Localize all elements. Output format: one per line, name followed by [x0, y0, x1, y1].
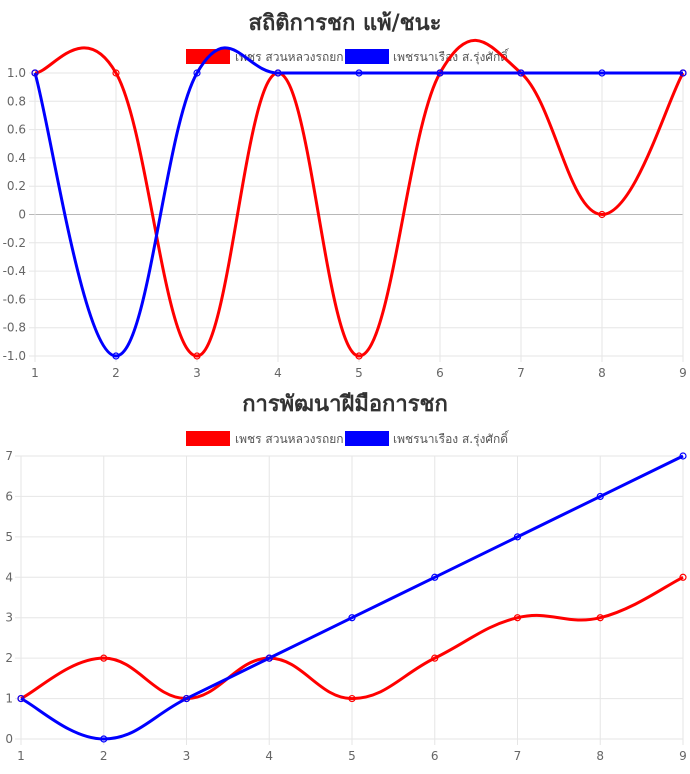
- series-lines: [20, 454, 684, 741]
- series-line: [20, 575, 684, 701]
- y-tick-label: 0.4: [7, 151, 26, 165]
- data-point: [596, 492, 604, 501]
- data-point: [182, 694, 191, 703]
- x-axis: 1 2 3 4 5 6 7 8 9: [31, 366, 687, 380]
- legend-label[interactable]: เพชร สวนหลวงรถยก: [235, 432, 344, 446]
- y-tick-label: 0: [5, 732, 13, 746]
- x-tick-label: 4: [274, 366, 282, 380]
- data-point: [679, 573, 687, 581]
- data-point: [431, 573, 439, 581]
- x-tick-label: 4: [265, 749, 273, 763]
- x-tick-label: 6: [431, 749, 439, 763]
- data-point: [348, 614, 356, 622]
- legend-swatch[interactable]: [186, 431, 230, 446]
- x-tick-label: 2: [112, 366, 120, 380]
- data-point: [355, 352, 363, 360]
- data-point: [348, 694, 356, 703]
- data-point: [274, 69, 282, 77]
- data-point: [679, 69, 687, 77]
- grid: [29, 72, 684, 362]
- y-tick-label: 6: [5, 489, 13, 503]
- y-tick-label: -0.4: [3, 264, 26, 278]
- data-point: [431, 654, 439, 662]
- data-point: [355, 69, 363, 77]
- y-tick-label: -0.6: [3, 292, 26, 306]
- data-point: [100, 654, 108, 662]
- grid: [15, 455, 684, 745]
- data-point: [112, 352, 120, 360]
- x-axis: 1 2 3 4 5 6 7 8 9: [17, 749, 687, 763]
- data-point: [513, 614, 522, 622]
- progress-chart: การพัฒนาฝีมือการชก เพชร สวนหลวงรถยก เพชร…: [5, 392, 687, 763]
- y-tick-label: 5: [5, 530, 13, 544]
- x-tick-label: 8: [598, 366, 606, 380]
- legend-swatch[interactable]: [345, 49, 389, 64]
- y-axis: 7 6 5 4 3 2 1 0: [5, 449, 13, 746]
- data-point: [31, 69, 39, 77]
- y-tick-label: 4: [5, 570, 13, 584]
- data-point: [100, 735, 108, 743]
- y-tick-label: 2: [5, 651, 13, 665]
- data-point: [596, 614, 604, 622]
- x-tick-label: 9: [679, 749, 687, 763]
- y-tick-label: 0: [18, 208, 26, 222]
- data-point: [436, 69, 444, 77]
- legend[interactable]: เพชร สวนหลวงรถยก เพชรนาเรือง ส.รุ่งศักดิ…: [186, 430, 510, 447]
- series-points: [31, 69, 687, 360]
- data-point: [17, 694, 25, 703]
- data-point: [513, 533, 522, 541]
- x-tick-label: 6: [436, 366, 444, 380]
- x-tick-label: 2: [100, 749, 108, 763]
- legend-swatch[interactable]: [345, 431, 389, 446]
- x-tick-label: 5: [348, 749, 356, 763]
- x-tick-label: 9: [679, 366, 687, 380]
- x-tick-label: 7: [517, 366, 525, 380]
- data-point: [193, 352, 201, 360]
- legend-label[interactable]: เพชร สวนหลวงรถยก: [235, 50, 344, 64]
- y-axis: 1.0 0.8 0.6 0.4 0.2 0 -0.2 -0.4 -0.6 -0.8 -1.0: [3, 66, 26, 363]
- y-tick-label: 0.2: [7, 179, 26, 193]
- y-tick-label: -0.8: [3, 321, 26, 335]
- data-point: [679, 452, 687, 460]
- x-tick-label: 3: [183, 749, 191, 763]
- x-tick-label: 3: [193, 366, 201, 380]
- x-tick-label: 1: [31, 366, 39, 380]
- x-tick-label: 8: [596, 749, 604, 763]
- y-tick-label: -0.2: [3, 236, 26, 250]
- data-point: [598, 69, 606, 77]
- y-tick-label: 0.6: [7, 123, 26, 137]
- data-point: [265, 654, 273, 662]
- y-tick-label: 1.0: [7, 66, 26, 80]
- chart-title: การพัฒนาฝีมือการชก: [242, 392, 448, 417]
- y-tick-label: -1.0: [3, 349, 26, 363]
- x-tick-label: 1: [17, 749, 25, 763]
- y-tick-label: 0.8: [7, 94, 26, 108]
- series-line: [34, 38, 685, 358]
- y-tick-label: 1: [5, 692, 13, 706]
- data-point: [517, 69, 525, 77]
- y-tick-label: 7: [5, 449, 13, 463]
- data-point: [193, 69, 201, 77]
- y-tick-label: 3: [5, 611, 13, 625]
- data-point: [598, 210, 606, 219]
- x-tick-label: 7: [514, 749, 522, 763]
- x-tick-label: 5: [355, 366, 363, 380]
- series-points: [17, 452, 687, 743]
- win-loss-chart: สถิติการชก แพ้/ชนะ เพชร สวนหลวงรถยก เพชร…: [3, 11, 687, 380]
- legend-label[interactable]: เพชรนาเรือง ส.รุ่งศักดิ์: [393, 430, 510, 447]
- chart-title: สถิติการชก แพ้/ชนะ: [249, 11, 442, 36]
- data-point: [112, 69, 120, 77]
- series-line: [20, 454, 684, 741]
